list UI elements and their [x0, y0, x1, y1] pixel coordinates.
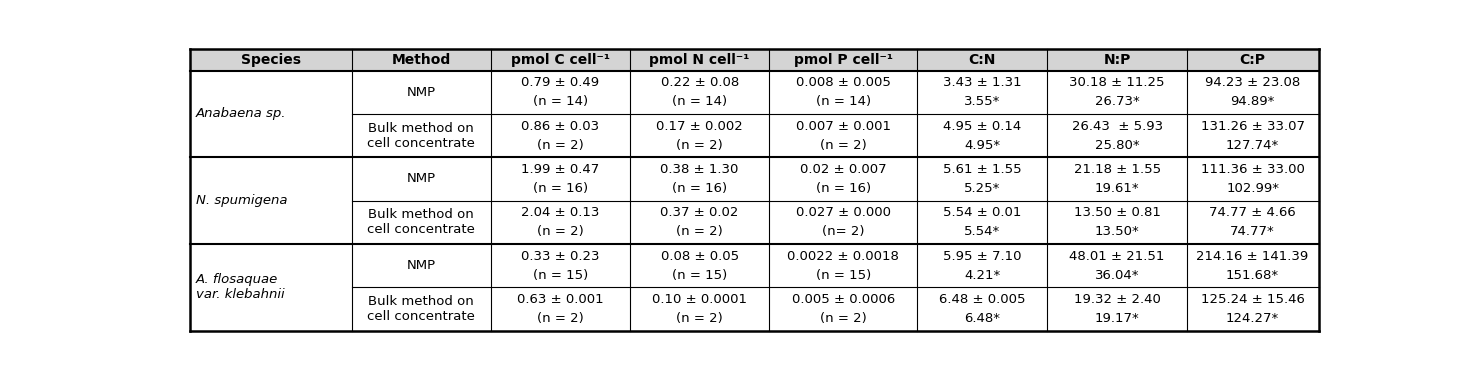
Text: 4.95 ± 0.14: 4.95 ± 0.14: [944, 120, 1022, 133]
Text: (n = 14): (n = 14): [815, 95, 871, 108]
Text: 2.04 ± 0.13: 2.04 ± 0.13: [521, 206, 599, 219]
Text: 0.02 ± 0.007: 0.02 ± 0.007: [799, 163, 886, 176]
Text: 74.77*: 74.77*: [1231, 225, 1275, 238]
Text: 0.79 ± 0.49: 0.79 ± 0.49: [521, 76, 599, 89]
Text: 5.25*: 5.25*: [964, 182, 1001, 195]
Text: 0.10 ± 0.0001: 0.10 ± 0.0001: [652, 293, 748, 306]
Text: (n = 14): (n = 14): [673, 95, 727, 108]
Text: 21.18 ± 1.55: 21.18 ± 1.55: [1073, 163, 1160, 176]
Text: (n = 2): (n = 2): [820, 139, 867, 152]
Text: 0.37 ± 0.02: 0.37 ± 0.02: [661, 206, 739, 219]
Text: (n = 14): (n = 14): [533, 95, 587, 108]
Text: 3.55*: 3.55*: [964, 95, 1001, 108]
Text: 4.95*: 4.95*: [964, 139, 1001, 152]
Text: 5.95 ± 7.10: 5.95 ± 7.10: [944, 250, 1022, 263]
Text: 0.17 ± 0.002: 0.17 ± 0.002: [657, 120, 743, 133]
Text: A. flosaquae
var. klebahnii: A. flosaquae var. klebahnii: [196, 273, 284, 302]
Text: 131.26 ± 33.07: 131.26 ± 33.07: [1201, 120, 1304, 133]
Text: (n = 16): (n = 16): [673, 182, 727, 195]
Text: 19.17*: 19.17*: [1095, 312, 1139, 325]
Text: 19.32 ± 2.40: 19.32 ± 2.40: [1073, 293, 1160, 306]
Text: (n= 2): (n= 2): [821, 225, 864, 238]
Text: 6.48*: 6.48*: [964, 312, 1001, 325]
Text: C:N: C:N: [969, 53, 997, 67]
Text: 0.027 ± 0.000: 0.027 ± 0.000: [796, 206, 891, 219]
Text: 26.43  ± 5.93: 26.43 ± 5.93: [1072, 120, 1163, 133]
Text: (n = 2): (n = 2): [537, 312, 584, 325]
Text: 0.63 ± 0.001: 0.63 ± 0.001: [517, 293, 604, 306]
Text: 13.50 ± 0.81: 13.50 ± 0.81: [1073, 206, 1160, 219]
Text: 36.04*: 36.04*: [1095, 269, 1139, 282]
Text: 0.0022 ± 0.0018: 0.0022 ± 0.0018: [788, 250, 899, 263]
Text: N:P: N:P: [1104, 53, 1130, 67]
Text: 214.16 ± 141.39: 214.16 ± 141.39: [1197, 250, 1309, 263]
Text: (n = 2): (n = 2): [537, 139, 584, 152]
Text: NMP: NMP: [406, 173, 436, 185]
Text: N. spumigena: N. spumigena: [196, 194, 287, 207]
Text: 25.80*: 25.80*: [1095, 139, 1139, 152]
Text: (n = 15): (n = 15): [533, 269, 589, 282]
Bar: [190, 49, 1319, 71]
Text: 151.68*: 151.68*: [1226, 269, 1279, 282]
Text: 74.77 ± 4.66: 74.77 ± 4.66: [1209, 206, 1295, 219]
Text: 127.74*: 127.74*: [1226, 139, 1279, 152]
Text: 5.61 ± 1.55: 5.61 ± 1.55: [944, 163, 1022, 176]
Text: 13.50*: 13.50*: [1095, 225, 1139, 238]
Text: NMP: NMP: [406, 86, 436, 99]
Text: (n = 2): (n = 2): [676, 139, 723, 152]
Text: (n = 16): (n = 16): [815, 182, 871, 195]
Text: C:P: C:P: [1239, 53, 1266, 67]
Text: pmol C cell⁻¹: pmol C cell⁻¹: [511, 53, 609, 67]
Text: 125.24 ± 15.46: 125.24 ± 15.46: [1201, 293, 1304, 306]
Text: 0.38 ± 1.30: 0.38 ± 1.30: [661, 163, 739, 176]
Text: 0.22 ± 0.08: 0.22 ± 0.08: [661, 76, 739, 89]
Text: 0.08 ± 0.05: 0.08 ± 0.05: [661, 250, 739, 263]
Text: 111.36 ± 33.00: 111.36 ± 33.00: [1201, 163, 1304, 176]
Text: Bulk method on
cell concentrate: Bulk method on cell concentrate: [368, 121, 475, 150]
Text: 48.01 ± 21.51: 48.01 ± 21.51: [1069, 250, 1164, 263]
Text: 0.005 ± 0.0006: 0.005 ± 0.0006: [792, 293, 895, 306]
Text: (n = 15): (n = 15): [815, 269, 871, 282]
Text: 0.33 ± 0.23: 0.33 ± 0.23: [521, 250, 599, 263]
Text: 4.21*: 4.21*: [964, 269, 1001, 282]
Text: (n = 2): (n = 2): [676, 225, 723, 238]
Text: (n = 2): (n = 2): [820, 312, 867, 325]
Text: 6.48 ± 0.005: 6.48 ± 0.005: [939, 293, 1026, 306]
Text: 124.27*: 124.27*: [1226, 312, 1279, 325]
Text: Species: Species: [241, 53, 300, 67]
Text: Bulk method on
cell concentrate: Bulk method on cell concentrate: [368, 208, 475, 237]
Text: Anabaena sp.: Anabaena sp.: [196, 108, 287, 120]
Text: NMP: NMP: [406, 259, 436, 272]
Text: (n = 15): (n = 15): [673, 269, 727, 282]
Text: 0.008 ± 0.005: 0.008 ± 0.005: [796, 76, 891, 89]
Text: 5.54 ± 0.01: 5.54 ± 0.01: [944, 206, 1022, 219]
Text: 94.89*: 94.89*: [1231, 95, 1275, 108]
Text: 3.43 ± 1.31: 3.43 ± 1.31: [944, 76, 1022, 89]
Text: 30.18 ± 11.25: 30.18 ± 11.25: [1069, 76, 1164, 89]
Text: Bulk method on
cell concentrate: Bulk method on cell concentrate: [368, 295, 475, 323]
Text: Method: Method: [392, 53, 450, 67]
Text: (n = 2): (n = 2): [676, 312, 723, 325]
Text: 0.007 ± 0.001: 0.007 ± 0.001: [796, 120, 891, 133]
Text: 19.61*: 19.61*: [1095, 182, 1139, 195]
Text: pmol P cell⁻¹: pmol P cell⁻¹: [793, 53, 894, 67]
Text: 26.73*: 26.73*: [1095, 95, 1139, 108]
Text: pmol N cell⁻¹: pmol N cell⁻¹: [649, 53, 749, 67]
Text: 0.86 ± 0.03: 0.86 ± 0.03: [521, 120, 599, 133]
Text: (n = 16): (n = 16): [533, 182, 587, 195]
Text: 1.99 ± 0.47: 1.99 ± 0.47: [521, 163, 599, 176]
Text: (n = 2): (n = 2): [537, 225, 584, 238]
Text: 102.99*: 102.99*: [1226, 182, 1279, 195]
Text: 5.54*: 5.54*: [964, 225, 1001, 238]
Text: 94.23 ± 23.08: 94.23 ± 23.08: [1206, 76, 1300, 89]
